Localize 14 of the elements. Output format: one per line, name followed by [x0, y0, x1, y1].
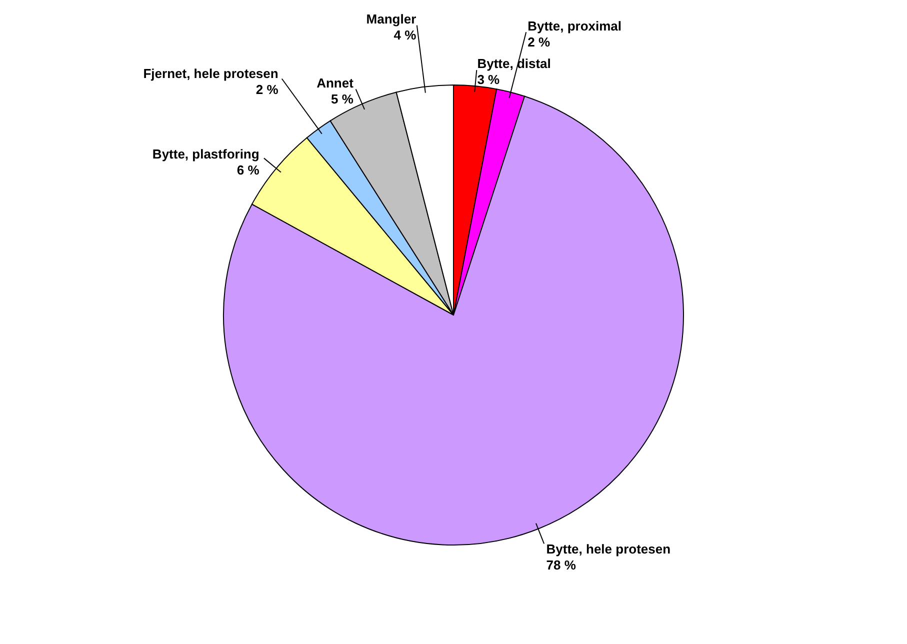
data-label: 4 %: [394, 27, 417, 42]
slice-label: Fjernet, hele protesen: [143, 66, 278, 81]
slice-label: Bytte, hele protesen: [546, 541, 671, 556]
slice-label: Bytte, distal: [477, 56, 551, 72]
data-label: 2 %: [528, 34, 550, 50]
data-label: 6 %: [236, 162, 260, 178]
slice-label: Bytte, proximal: [528, 18, 622, 34]
data-label: 2 %: [256, 82, 279, 97]
slice-label: Mangler: [366, 11, 416, 26]
slice-label: Annet: [316, 76, 354, 91]
data-label: 5 %: [331, 92, 354, 107]
data-label: 3 %: [477, 72, 500, 88]
data-label: 78 %: [546, 557, 576, 572]
slice-label: Bytte, plastforing: [152, 146, 260, 162]
